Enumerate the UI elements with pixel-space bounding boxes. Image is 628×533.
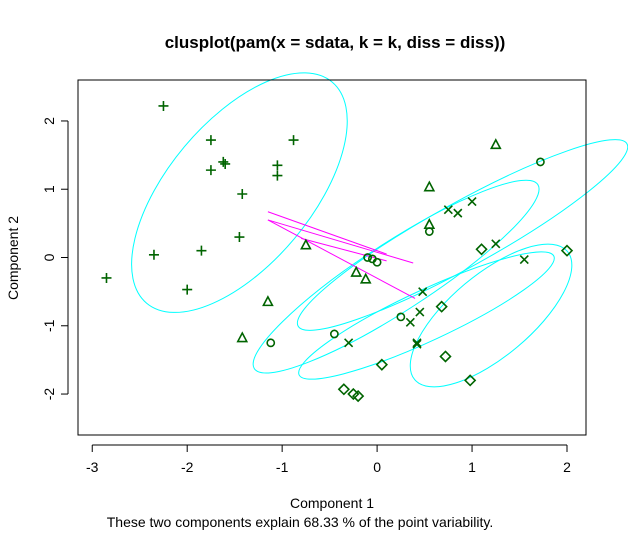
cluster-distance-line-1 [267, 211, 387, 255]
data-point-plus-9 [237, 189, 248, 200]
data-point-plus-5 [205, 165, 216, 176]
data-point-diamond-3 [435, 300, 448, 313]
data-point-plus-12 [148, 249, 159, 260]
y-tick-label: 1 [41, 185, 57, 193]
chart-title: clusplot(pam(x = sdata, k = k, diss = di… [165, 33, 506, 52]
y-tick-label: -2 [41, 388, 57, 401]
cluster-ellipse-3 [296, 139, 628, 331]
data-point-plus-7 [272, 160, 283, 171]
data-point-circle-1 [536, 157, 545, 167]
data-point-plus-11 [196, 245, 207, 256]
data-point-plus-10 [234, 232, 245, 243]
data-point-diamond-7 [337, 383, 351, 396]
data-point-cross-5 [519, 254, 529, 265]
data-point-plus-1 [158, 100, 169, 111]
y-axis-label: Component 2 [5, 216, 21, 300]
data-point-diamond-9 [351, 389, 365, 403]
data-point-circle-7 [329, 329, 339, 339]
data-point-circle-8 [266, 338, 276, 348]
data-point-plus-6 [288, 135, 299, 146]
cluster-ellipse-5 [409, 243, 573, 388]
variability-subtitle: These two components explain 68.33 % of … [107, 514, 494, 530]
cluster-distance-line-3 [267, 219, 414, 264]
data-point-cross-1 [443, 205, 453, 215]
data-point-triangle-2 [423, 180, 436, 192]
data-point-circle-5 [372, 257, 382, 267]
data-point-cross-4 [491, 239, 501, 249]
data-point-diamond-2 [475, 243, 488, 256]
plot-content [101, 72, 628, 403]
data-point-cross-8 [415, 307, 425, 317]
x-tick-label: 2 [563, 459, 571, 475]
y-tick-label: -1 [41, 319, 57, 332]
data-point-circle-6 [396, 312, 406, 322]
x-tick-label: -3 [86, 459, 99, 475]
data-point-plus-4 [220, 158, 231, 169]
data-point-plus-3 [218, 156, 229, 167]
cluster-distance-line-4 [301, 237, 387, 262]
data-point-cross-9 [412, 338, 422, 348]
data-point-triangle-1 [489, 138, 502, 150]
data-point-plus-13 [182, 284, 193, 295]
x-axis-label: Component 1 [290, 495, 374, 511]
y-tick-label: 2 [41, 117, 57, 125]
data-point-cross-6 [418, 287, 428, 297]
data-point-diamond-4 [439, 350, 452, 363]
data-point-plus-2 [205, 135, 216, 146]
data-point-diamond-6 [464, 374, 477, 387]
data-point-cross-10 [412, 339, 422, 349]
data-point-cross-2 [453, 208, 463, 218]
x-tick-label: 1 [468, 459, 476, 475]
data-point-cross-3 [467, 196, 477, 207]
data-point-triangle-4 [300, 238, 312, 250]
data-point-triangle-6 [359, 272, 372, 284]
data-point-diamond-8 [347, 387, 360, 401]
data-point-circle-2 [424, 227, 434, 236]
cluster-ellipse-2 [252, 179, 540, 374]
x-tick-label: -2 [181, 459, 194, 475]
data-point-diamond-1 [560, 244, 574, 257]
data-point-triangle-3 [423, 218, 436, 230]
cluster-distance-line-2 [267, 219, 416, 299]
y-tick-label: 0 [41, 253, 57, 261]
data-point-cross-11 [344, 338, 354, 348]
data-point-plus-8 [272, 170, 283, 181]
data-point-diamond-5 [375, 358, 388, 371]
data-point-triangle-7 [262, 295, 274, 307]
cluster-ellipse-1 [131, 72, 348, 313]
data-point-plus-14 [101, 272, 112, 283]
x-tick-label: 0 [373, 459, 381, 475]
data-point-triangle-8 [236, 331, 249, 343]
data-point-circle-3 [363, 253, 373, 262]
cluster-ellipse-4 [298, 251, 555, 380]
data-point-triangle-5 [350, 265, 363, 277]
y-axis: -2 -1 0 1 2 [41, 117, 69, 401]
x-axis: -3 -2 -1 0 1 2 [86, 444, 571, 475]
x-tick-label: -1 [276, 459, 289, 475]
plot-frame [77, 79, 587, 436]
data-point-cross-7 [405, 317, 415, 327]
